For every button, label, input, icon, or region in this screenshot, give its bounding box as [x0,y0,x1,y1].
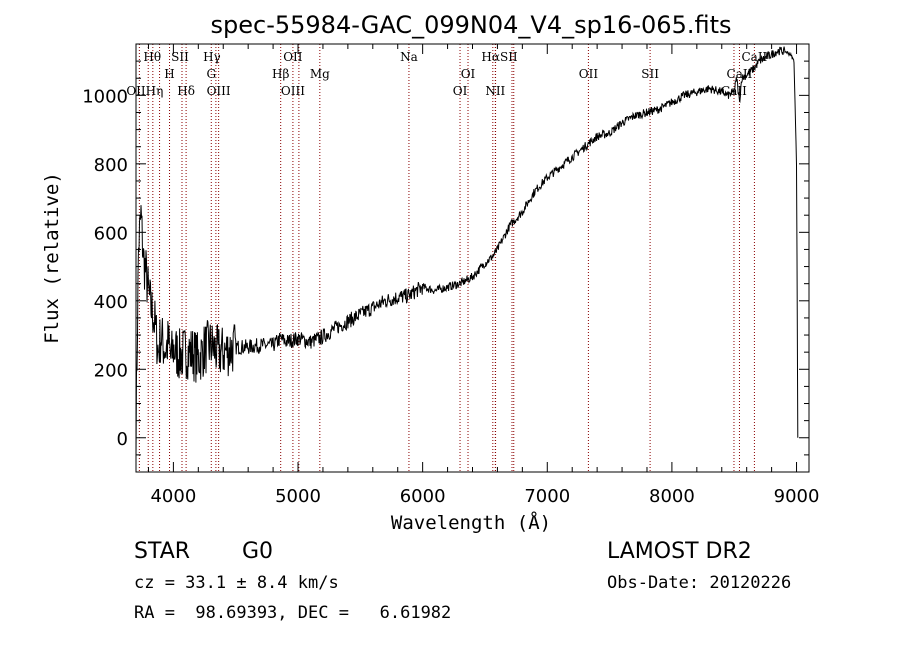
emission-line-label: CaII [727,67,753,81]
emission-line-label: OI [461,67,476,81]
x-tick-label: 8000 [649,486,695,507]
observation-date: Obs-Date: 20120226 [607,573,792,593]
redshift-velocity: cz = 33.1 ± 8.4 km/s [134,573,339,593]
emission-line-label: Hγ [203,50,221,64]
survey-name: LAMOST DR2 [607,539,752,564]
y-axis-label: Flux (relative) [41,172,63,344]
emission-line-label: Hβ [272,67,289,81]
emission-line-label: SII [641,67,659,81]
emission-line-label: OIII [281,84,305,98]
emission-line-label: OI [453,84,468,98]
spectrum-series [135,46,799,459]
x-tick-label: 9000 [774,486,820,507]
spectral-subclass: G0 [242,539,274,564]
x-axis-ticks: 4000 5000 6000 7000 8000 9000 [147,44,820,507]
emission-line-label: Hδ [177,84,195,98]
emission-line-label: OIII [207,84,231,98]
x-tick-label: 4000 [150,486,196,507]
y-tick-label: 800 [94,155,128,176]
x-axis-label: Wavelength (Å) [391,511,551,534]
emission-line-label: Na [400,50,418,64]
emission-line-label: SII [171,50,189,64]
object-class: STAR [134,539,191,564]
y-tick-label: 1000 [82,86,128,107]
emission-line-label: OII [283,50,303,64]
emission-line-label: HαSII [481,50,518,64]
x-tick-label: 6000 [400,486,446,507]
emission-line-markers [138,44,755,472]
y-tick-label: 0 [117,429,128,450]
emission-line-label: G [206,67,216,81]
emission-line-label: OIIHη [126,84,163,98]
chart-title: spec-55984-GAC_099N04_V4_sp16-065.fits [211,11,732,39]
emission-line-label: CaII [741,50,767,64]
y-tick-label: 600 [94,223,128,244]
y-tick-label: 200 [94,360,128,381]
x-tick-label: 7000 [524,486,570,507]
y-axis-ticks: 0 200 400 600 800 1000 [82,60,809,473]
plot-frame [135,43,810,473]
emission-line-label: Hθ [143,50,161,64]
y-tick-label: 400 [94,292,128,313]
emission-line-label: CaII [721,84,747,98]
x-tick-label: 5000 [275,486,321,507]
coordinates: RA = 98.69393, DEC = 6.61982 [134,603,452,623]
emission-line-label: OII [579,67,599,81]
line-labels: Hθ SII Hγ OII Na HαSII CaII H G Hβ Mg OI OII SII CaII O… [126,50,767,98]
emission-line-label: Mg [310,67,330,81]
emission-line-label: H [164,67,174,81]
emission-line-label: NII [485,84,505,98]
